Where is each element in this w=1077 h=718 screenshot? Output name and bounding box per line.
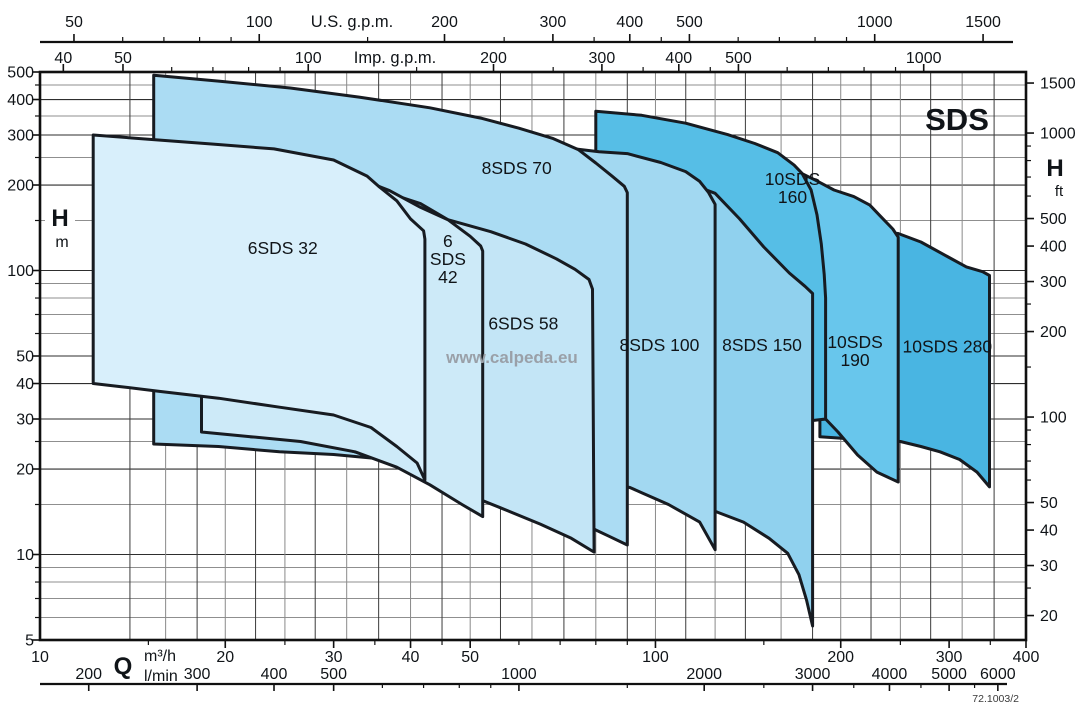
tick-label-lmin: 300 — [184, 666, 211, 683]
region-label-6sds-32: 6SDS 32 — [248, 238, 318, 258]
tick-label-m3h: 20 — [216, 649, 234, 666]
tick-label-m3h: 30 — [325, 649, 343, 666]
tick-label-imp-gpm: 1000 — [906, 50, 942, 67]
region-labels: 10SDS 280 10SDS 190 10SDS 160 8SDS 150 8SDS 10… — [248, 158, 993, 370]
region-label-8sds-100: 8SDS 100 — [620, 335, 700, 355]
tick-label-head-ft: 50 — [1040, 495, 1058, 512]
region-label-8sds-150: 8SDS 150 — [722, 335, 802, 355]
tick-label-lmin: 500 — [320, 666, 347, 683]
axis-title-flow: Q — [114, 653, 133, 680]
tick-label-us-gpm: 300 — [540, 14, 567, 31]
tick-label-lmin: 1000 — [501, 666, 537, 683]
tick-label-imp-gpm: 300 — [589, 50, 616, 67]
axis-unit-head-left: m — [55, 234, 68, 251]
axis-m3h: 10 20 30 40 50 100 200 300 400 — [31, 640, 1039, 666]
axis-title-backdrop — [45, 202, 75, 250]
axis-title-head-right: H — [1046, 155, 1063, 182]
tick-label-lmin: 6000 — [980, 666, 1016, 683]
chart-title: SDS — [925, 102, 989, 137]
axis-unit-head-right: ft — [1055, 183, 1064, 200]
tick-label-head-ft: 40 — [1040, 523, 1058, 540]
tick-label-us-gpm: 50 — [65, 14, 83, 31]
axis-title-head-left: H — [51, 205, 68, 232]
tick-label-head-m: 500 — [7, 65, 34, 82]
tick-label-us-gpm: 1000 — [857, 14, 893, 31]
tick-label-head-m: 40 — [16, 376, 34, 393]
tick-label-lmin: 5000 — [931, 666, 967, 683]
axis-title-us-gpm: U.S. g.p.m. — [311, 13, 394, 31]
axis-lmin: 200 300 400 500 1000 2000 3000 4000 5000 6000 — [40, 666, 1016, 691]
tick-label-head-m: 100 — [7, 263, 34, 280]
tick-label-imp-gpm: 400 — [665, 50, 692, 67]
tick-label-head-ft: 500 — [1040, 211, 1067, 228]
tick-label-m3h: 200 — [827, 649, 854, 666]
tick-label-head-ft: 200 — [1040, 324, 1067, 341]
tick-label-lmin: 2000 — [686, 666, 722, 683]
tick-label-us-gpm: 100 — [246, 14, 273, 31]
tick-label-head-m: 300 — [7, 128, 34, 145]
tick-label-head-m: 10 — [16, 547, 34, 564]
tick-label-head-ft: 400 — [1040, 239, 1067, 256]
region-label-10sds-160: 10SDS 160 — [765, 169, 820, 207]
tick-label-imp-gpm: 200 — [480, 50, 507, 67]
tick-label-head-m: 30 — [16, 412, 34, 429]
axis-title-imp-gpm: Imp. g.p.m. — [354, 49, 437, 67]
pump-regions — [91, 73, 991, 628]
drawing-number: 72.1003/2 — [972, 693, 1019, 705]
tick-label-head-ft: 100 — [1040, 410, 1067, 427]
tick-label-imp-gpm: 100 — [295, 50, 322, 67]
axis-head-m: 5 10 20 30 40 50 100 200 300 400 500 Hm — [7, 65, 75, 650]
tick-label-us-gpm: 200 — [431, 14, 458, 31]
tick-label-m3h: 40 — [402, 649, 420, 666]
tick-label-head-m: 20 — [16, 462, 34, 479]
tick-label-head-ft: 30 — [1040, 558, 1058, 575]
tick-label-us-gpm: 500 — [676, 14, 703, 31]
axis-unit-m3h: m³/h — [144, 648, 176, 665]
tick-label-m3h: 100 — [642, 649, 669, 666]
axis-imp-gpm: 40 50 100 200 300 400 500 1000 Imp. g.p.m. — [54, 49, 942, 72]
tick-label-m3h: 300 — [936, 649, 963, 666]
axis-head-ft: 20 30 40 50 100 200 300 400 500 1000 1500 Hft — [1026, 76, 1076, 625]
region-label-10sds-190: 10SDS 190 — [827, 332, 882, 370]
tick-label-lmin: 4000 — [872, 666, 908, 683]
tick-label-imp-gpm: 40 — [54, 50, 72, 67]
region-label-10sds-280: 10SDS 280 — [903, 337, 993, 357]
tick-label-head-m: 400 — [7, 92, 34, 109]
tick-label-lmin: 3000 — [795, 666, 831, 683]
region-label-8sds-70: 8SDS 70 — [482, 158, 552, 178]
tick-label-head-ft: 1000 — [1040, 126, 1076, 143]
tick-label-m3h: 50 — [461, 649, 479, 666]
tick-label-us-gpm: 400 — [616, 14, 643, 31]
tick-label-m3h: 400 — [1013, 649, 1040, 666]
tick-label-lmin: 200 — [75, 666, 102, 683]
tick-label-lmin: 400 — [261, 666, 288, 683]
tick-label-head-m: 200 — [7, 178, 34, 195]
tick-label-imp-gpm: 500 — [725, 50, 752, 67]
tick-label-head-m: 50 — [16, 349, 34, 366]
region-label-6sds-58: 6SDS 58 — [488, 314, 558, 334]
tick-label-head-ft: 300 — [1040, 274, 1067, 291]
tick-label-imp-gpm: 50 — [114, 50, 132, 67]
tick-label-head-ft: 20 — [1040, 608, 1058, 625]
watermark: www.calpeda.eu — [445, 348, 578, 367]
tick-label-m3h: 10 — [31, 649, 49, 666]
axis-unit-lmin: l/min — [144, 668, 178, 685]
tick-label-us-gpm: 1500 — [965, 14, 1001, 31]
axis-us-gpm: 50 100 200 300 400 500 1000 1500 U.S. g.p.m. — [40, 13, 1013, 44]
region-6sds-32 — [91, 133, 427, 482]
tick-label-head-m: 5 — [25, 633, 34, 650]
tick-label-head-ft: 1500 — [1040, 76, 1076, 93]
region-label-6sds-42: 6 SDS 42 — [430, 231, 466, 287]
